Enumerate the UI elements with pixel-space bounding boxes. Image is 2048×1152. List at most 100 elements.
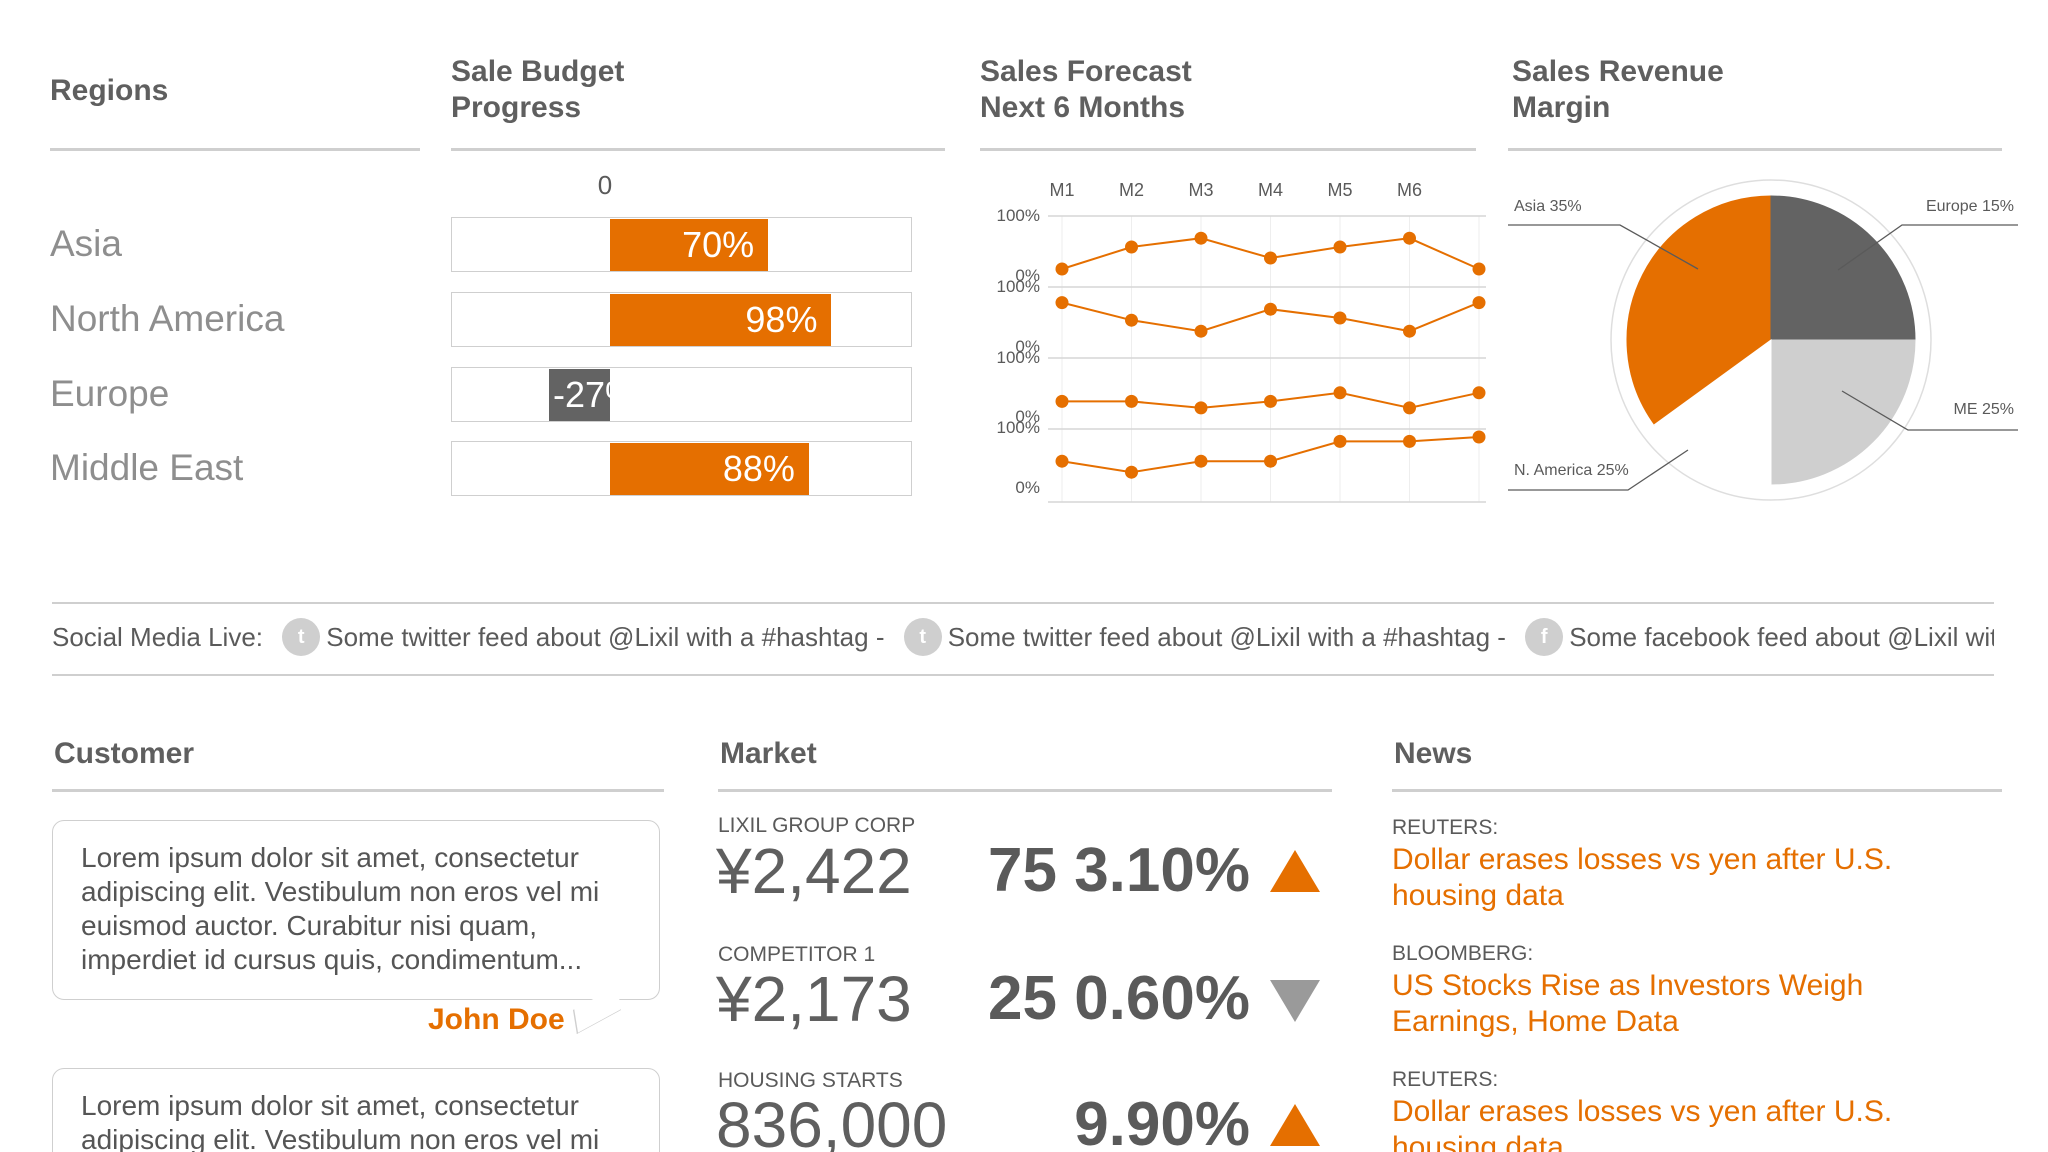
customer-comment-bubble: Lorem ipsum dolor sit amet, consectetur …	[52, 820, 660, 1000]
budget-bar-fill: 88%	[610, 443, 809, 495]
news-headline-link[interactable]: US Stocks Rise as Investors Weigh Earnin…	[1392, 969, 1864, 1038]
forecast-point	[1472, 430, 1486, 444]
social-media-ticker[interactable]: Social Media Live: t Some twitter feed ab…	[52, 610, 1994, 660]
budget-bar-track: 70%	[451, 217, 912, 272]
customer-comment-text: Lorem ipsum dolor sit amet, consectetur …	[81, 842, 600, 975]
news-title: News	[1394, 737, 1473, 770]
forecast-point	[1333, 434, 1347, 448]
customer-comment-text: Lorem ipsum dolor sit amet, consectetur …	[81, 1090, 600, 1152]
revenue-pie-chart: Asia 35% N. America 25% ME 25% Europe 15%	[1508, 179, 2018, 501]
pie-leader-line	[1841, 390, 2018, 431]
y-tick-label: 100%	[997, 418, 1040, 437]
market-divider	[718, 789, 1332, 792]
customer-comment-bubble: Lorem ipsum dolor sit amet, consectetur …	[52, 1068, 660, 1152]
forecast-point	[1403, 231, 1416, 245]
pie-slice-label: Europe 15%	[1926, 198, 2014, 215]
budget-zero-label: 0	[597, 170, 613, 200]
region-label-middle-east: Middle East	[50, 447, 244, 488]
forecast-point	[1194, 454, 1208, 468]
market-item-change: 9.90%	[1074, 1090, 1250, 1152]
y-tick-label: 100%	[997, 206, 1040, 225]
forecast-point	[1125, 465, 1138, 479]
forecast-point	[1055, 296, 1069, 310]
news-divider	[1392, 789, 2002, 792]
forecast-divider	[980, 148, 1476, 151]
pie-slice	[1770, 195, 1916, 341]
month-tick-label: M4	[1258, 180, 1283, 200]
budget-bar-fill: 98%	[610, 294, 832, 346]
trend-up-icon	[1270, 1104, 1320, 1146]
twitter-icon[interactable]: t	[903, 618, 942, 657]
news-source: REUTERS:	[1392, 1068, 1499, 1091]
forecast-title: Sales Forecast Next 6 Months	[980, 54, 1192, 126]
forecast-point	[1264, 302, 1277, 316]
forecast-title-line2: Next 6 Months	[980, 91, 1186, 124]
forecast-point	[1194, 401, 1208, 415]
social-feed-item[interactable]: Some facebook feed about @Lixil with a	[1569, 622, 1994, 653]
pie-slice	[1770, 339, 1916, 485]
budget-title: Sale Budget Progress	[451, 54, 624, 126]
pie-slice-label: Asia 35%	[1514, 198, 1582, 215]
budget-bar-fill: 70%	[610, 219, 769, 271]
forecast-point	[1264, 394, 1277, 408]
facebook-icon[interactable]: f	[1525, 618, 1564, 657]
market-item-name: COMPETITOR 1	[718, 943, 876, 966]
budget-bar-fill: -27%	[548, 369, 637, 421]
forecast-point	[1125, 394, 1138, 408]
forecast-point	[1333, 240, 1347, 254]
comment-author[interactable]: John Doe	[428, 1003, 565, 1036]
pie-leader-line	[1508, 224, 1699, 270]
news-source: BLOOMBERG:	[1392, 942, 1534, 965]
budget-bar-track: 88%	[451, 441, 912, 496]
pie-slice	[1653, 339, 1772, 485]
news-headline-link[interactable]: Dollar erases losses vs yen after U.S. h…	[1392, 843, 1893, 912]
social-feed-item[interactable]: Some twitter feed about @Lixil with a #h…	[326, 622, 885, 653]
budget-divider	[451, 148, 945, 151]
revenue-divider	[1508, 148, 2002, 151]
forecast-point	[1055, 262, 1069, 276]
forecast-point	[1403, 434, 1416, 448]
forecast-point	[1194, 324, 1208, 338]
forecast-point	[1333, 386, 1347, 400]
news-headline-link[interactable]: Dollar erases losses vs yen after U.S. h…	[1392, 1095, 1893, 1152]
market-item-price: 836,000	[716, 1089, 948, 1152]
ticker-top-divider	[52, 602, 1994, 604]
budget-bar-track: 98%	[451, 292, 912, 347]
pie-slice-label: ME 25%	[1954, 401, 2014, 418]
market-item-name: HOUSING STARTS	[718, 1069, 903, 1092]
forecast-point	[1125, 313, 1138, 327]
news-source: REUTERS:	[1392, 816, 1499, 839]
pie-slice	[1626, 195, 1772, 426]
regions-divider	[50, 148, 420, 151]
forecast-point	[1472, 386, 1486, 400]
twitter-icon[interactable]: t	[282, 618, 321, 657]
budget-title-line1: Sale Budget	[451, 55, 625, 88]
social-feed-item[interactable]: Some twitter feed about @Lixil with a #h…	[947, 622, 1506, 653]
forecast-point	[1125, 240, 1138, 254]
pie-leader-line	[1508, 449, 1689, 491]
budget-bar-track: -27%	[451, 367, 912, 422]
month-tick-label: M5	[1327, 180, 1352, 200]
budget-title-line2: Progress	[451, 91, 582, 124]
market-item-change: 25 0.60%	[988, 964, 1250, 1033]
forecast-point	[1194, 231, 1208, 245]
market-item-price: ¥2,173	[716, 963, 912, 1035]
customer-divider	[52, 789, 664, 792]
y-tick-label: 0%	[1015, 478, 1040, 497]
y-tick-label: 0%	[1015, 407, 1040, 426]
market-title: Market	[720, 737, 817, 770]
pie-leader-line	[1837, 224, 2018, 271]
trend-down-icon	[1270, 980, 1320, 1022]
region-label-europe: Europe	[50, 373, 170, 414]
month-tick-label: M2	[1119, 180, 1144, 200]
forecast-point	[1055, 394, 1069, 408]
forecast-title-line1: Sales Forecast	[980, 55, 1192, 88]
forecast-point	[1264, 251, 1277, 265]
y-tick-label: 100%	[997, 277, 1040, 296]
regions-title: Regions	[50, 74, 169, 107]
pie-slice-label: N. America 25%	[1514, 462, 1629, 479]
month-tick-label: M6	[1397, 180, 1422, 200]
forecast-point	[1403, 401, 1416, 415]
trend-up-icon	[1270, 850, 1320, 892]
